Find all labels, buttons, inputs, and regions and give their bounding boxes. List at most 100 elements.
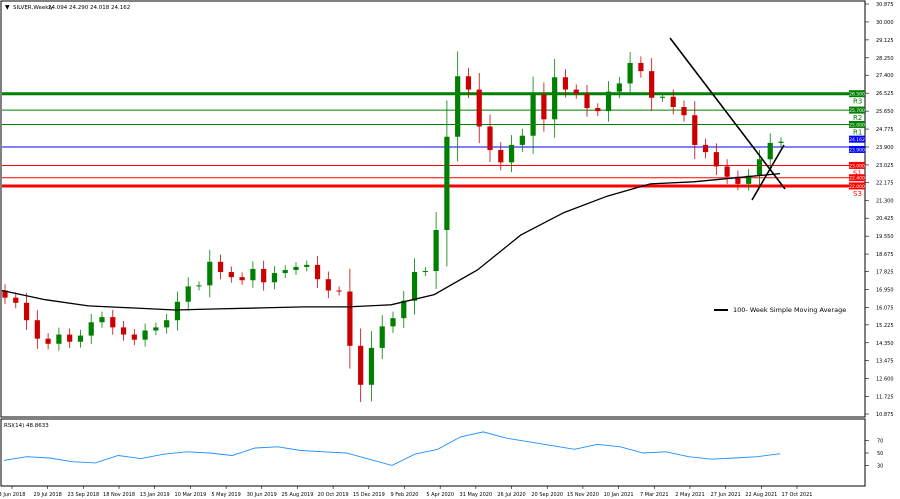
main-panel	[0, 0, 866, 418]
x-tick-label: 13 Jan 2019	[140, 492, 170, 498]
x-tick-label: 31 May 2020	[460, 492, 493, 498]
level-s3-tag: 22.000	[849, 184, 865, 190]
x-tick-label: 2 May 2021	[675, 492, 704, 498]
price-tick-label: 19.550	[876, 234, 894, 240]
rsi-label: RSI(14) 48.8633	[4, 423, 49, 429]
candle-body	[379, 326, 385, 348]
price-tick-label: 23.900	[876, 145, 894, 151]
candle-body	[314, 264, 321, 280]
x-tick-label: 18 Nov 2018	[103, 492, 135, 498]
level-label-r2: R2	[853, 114, 862, 122]
x-tick-label: 5 May 2019	[211, 492, 240, 498]
price-tick-label: 21.300	[876, 198, 894, 204]
candle-body	[552, 77, 558, 120]
level-label-r1: R1	[853, 128, 862, 136]
candle-body	[584, 93, 590, 109]
candle-body	[45, 338, 51, 344]
price-tick-label: 18.675	[876, 252, 894, 258]
level-label-s1: S1	[853, 169, 862, 177]
candle-body	[616, 83, 622, 92]
level-label-r3: R3	[853, 98, 862, 106]
chart-menu-icon[interactable]: ▼	[5, 4, 10, 11]
candle-body	[131, 334, 137, 340]
x-tick-label: 22 Aug 2021	[745, 492, 777, 498]
price-tick-label: 25.650	[876, 109, 894, 115]
candle-body	[487, 126, 493, 151]
candle-body	[293, 266, 299, 270]
chart-ohlc: 24.094 24.290 24.018 24.162	[48, 5, 130, 11]
candle-body	[605, 91, 612, 112]
candle-body	[282, 269, 288, 274]
rsi-tick-label: 30	[877, 463, 883, 469]
x-tick-label: 26 Jul 2020	[497, 492, 525, 498]
candle-body	[498, 150, 504, 163]
candle-body	[153, 327, 159, 331]
candle-body	[595, 108, 601, 112]
price-tick-label: 17.825	[876, 270, 894, 276]
bid-price-tag-bg	[849, 145, 865, 153]
candle-body	[196, 285, 202, 287]
level-r1-tag: 25.000	[849, 122, 865, 128]
candle-body	[422, 271, 428, 273]
rsi-line	[3, 431, 781, 466]
candle-body	[2, 290, 8, 298]
candle-body	[77, 335, 84, 342]
x-tick-label: 10 Mar 2019	[175, 492, 207, 498]
rsi-tick-label: 50	[877, 451, 883, 457]
rsi-tick-label: 70	[877, 439, 883, 445]
x-tick-label: 5 Apr 2020	[426, 492, 454, 498]
candle-body	[562, 77, 569, 90]
trendlines	[669, 37, 786, 201]
trendline-ascending	[751, 144, 785, 201]
x-tick-label: 9 Feb 2020	[391, 492, 419, 498]
bid-price-tag: 23.900	[849, 147, 865, 153]
candle-body	[713, 152, 719, 167]
sma-100-line	[1, 172, 781, 311]
rsi-panel	[0, 418, 866, 487]
price-tick-label: 11.725	[876, 395, 894, 401]
candle-body	[756, 159, 763, 176]
candle-body	[185, 286, 191, 302]
x-tick-label: 20 Sep 2020	[531, 492, 563, 498]
price-tick-label: 29.125	[876, 38, 894, 44]
candle-body	[778, 141, 784, 143]
candle-body	[411, 272, 418, 301]
candle-body	[746, 175, 752, 184]
candle-body	[767, 142, 773, 160]
candle-body	[627, 62, 633, 84]
candle-body	[368, 347, 375, 385]
candle-body	[724, 166, 730, 177]
candle-body	[217, 261, 224, 273]
x-tick-label: 3 Jun 2018	[0, 492, 25, 498]
candle-body	[174, 301, 181, 321]
price-tick-label: 28.250	[876, 56, 894, 62]
price-tick-label: 20.425	[876, 216, 894, 222]
candle-body	[519, 135, 525, 145]
level-r1-tag-bg	[849, 120, 865, 128]
level-r3-tag-bg	[849, 90, 865, 98]
candle-body	[465, 76, 472, 90]
candle-body	[573, 89, 579, 94]
candle-body	[304, 264, 310, 267]
candle-body	[120, 327, 127, 335]
candle-body	[702, 144, 709, 153]
x-tick-label: 15 Dec 2019	[353, 492, 385, 498]
candle-body	[638, 62, 644, 72]
candle-body	[390, 318, 396, 327]
price-tick-label: 26.525	[876, 91, 894, 97]
price-tick-label: 13.475	[876, 359, 894, 365]
candle-body	[455, 76, 461, 137]
candle-body	[34, 320, 40, 339]
x-tick-label: 25 Aug 2019	[281, 492, 313, 498]
candle-body	[530, 94, 536, 136]
price-tick-label: 10.875	[876, 412, 894, 418]
price-tick-label: 15.225	[876, 323, 894, 329]
chart-symbol: SILVER,Weekly	[13, 5, 54, 11]
price-tick-label: 14.350	[876, 341, 894, 347]
price-tick-label: 12.600	[876, 377, 894, 383]
candle-body	[239, 277, 245, 281]
candle-body	[401, 300, 407, 319]
x-tick-label: 20 Oct 2019	[318, 492, 349, 498]
trendline-descending	[669, 37, 786, 190]
